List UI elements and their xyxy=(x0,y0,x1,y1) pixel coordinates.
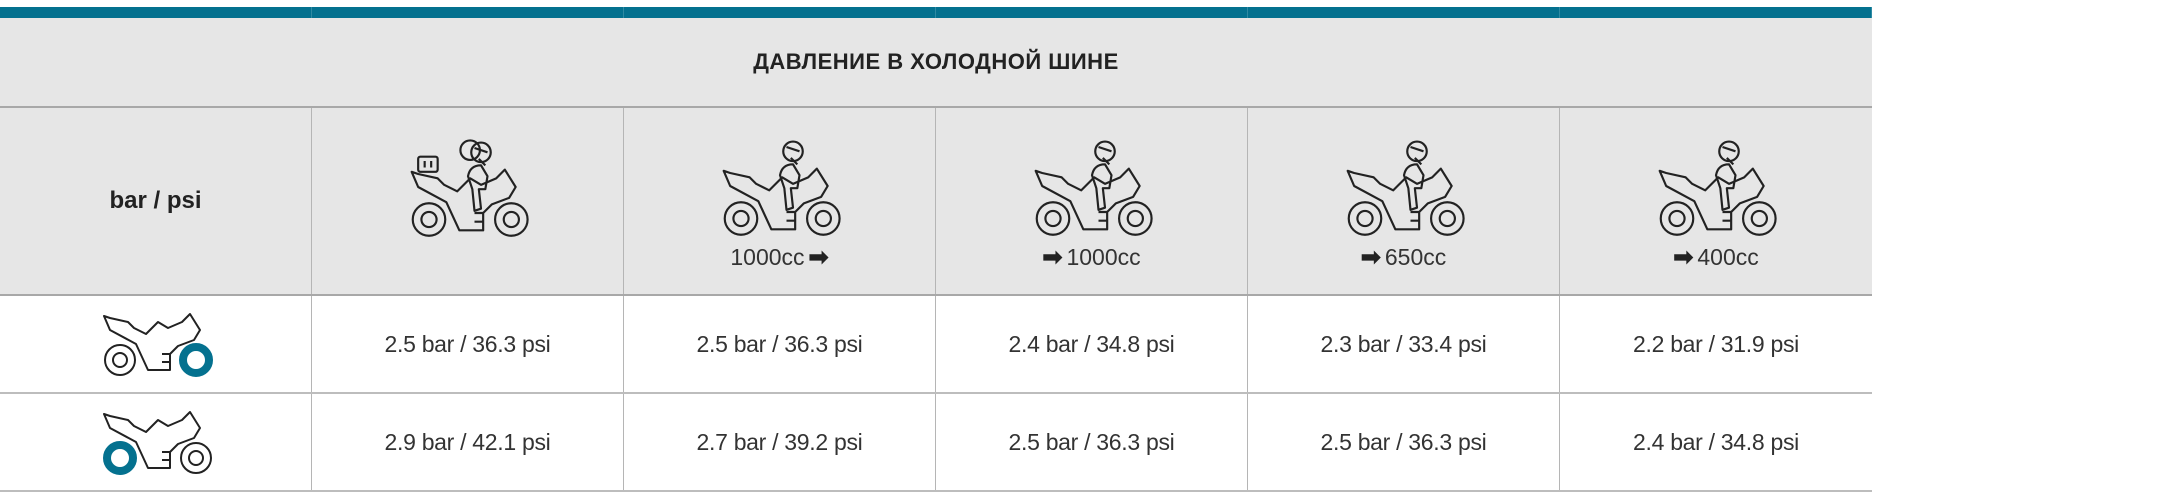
unit-label: bar / psi xyxy=(109,187,202,214)
engine-capacity-label: ➡ 400cc xyxy=(1673,243,1758,272)
rider-motorcycle-icon xyxy=(1027,131,1157,241)
unit-header: bar / psi xyxy=(0,108,312,294)
pressure-value: 2.5 bar / 36.3 psi xyxy=(1320,428,1487,455)
value-cell: 2.5 bar / 36.3 psi xyxy=(936,394,1248,490)
value-cell: 2.5 bar / 36.3 psi xyxy=(1248,394,1560,490)
header-cell: ➡ 1000cc xyxy=(936,108,1248,294)
engine-capacity-label: ➡ 1000cc xyxy=(1042,243,1140,272)
header-cell: ➡ 650cc xyxy=(1248,108,1560,294)
header-cell: 1000cc ➡ xyxy=(624,108,936,294)
pressure-value: 2.9 bar / 42.1 psi xyxy=(384,428,551,455)
engine-capacity-label: 1000cc ➡ xyxy=(730,243,828,272)
header-cell: ➡ 400cc xyxy=(1560,108,1872,294)
value-cell: 2.5 bar / 36.3 psi xyxy=(624,296,936,392)
pressure-value: 2.5 bar / 36.3 psi xyxy=(1008,428,1175,455)
engine-capacity-text: 650cc xyxy=(1384,243,1447,270)
pressure-value: 2.3 bar / 33.4 psi xyxy=(1320,330,1487,357)
pressure-value: 2.5 bar / 36.3 psi xyxy=(384,330,551,357)
value-cell: 2.9 bar / 42.1 psi xyxy=(312,394,624,490)
rider-passenger-luggage-motorcycle-icon xyxy=(403,132,533,242)
value-cell: 2.2 bar / 31.9 psi xyxy=(1560,296,1872,392)
arrow-right-icon: ➡ xyxy=(1042,243,1063,271)
tire-pressure-table: ДАВЛЕНИЕ В ХОЛОДНОЙ ШИНЕ bar / psi 1000c… xyxy=(0,7,1872,492)
pressure-value: 2.4 bar / 34.8 psi xyxy=(1633,428,1799,455)
table-title: ДАВЛЕНИЕ В ХОЛОДНОЙ ШИНЕ xyxy=(0,18,1872,108)
pressure-value: 2.2 bar / 31.9 psi xyxy=(1633,330,1799,357)
row-icon-cell xyxy=(0,394,312,490)
engine-capacity-label: ➡ 650cc xyxy=(1361,243,1446,272)
header-cell xyxy=(312,108,624,294)
front-tire-motorcycle-icon xyxy=(96,306,216,382)
rider-motorcycle-icon xyxy=(1339,131,1469,241)
pressure-value: 2.4 bar / 34.8 psi xyxy=(1008,330,1175,357)
pressure-value: 2.7 bar / 39.2 psi xyxy=(696,428,863,455)
pressure-value: 2.5 bar / 36.3 psi xyxy=(696,330,863,357)
table-row: 2.5 bar / 36.3 psi 2.5 bar / 36.3 psi 2.4 … xyxy=(0,296,1872,394)
value-cell: 2.4 bar / 34.8 psi xyxy=(1560,394,1872,490)
value-cell: 2.5 bar / 36.3 psi xyxy=(312,296,624,392)
table-row: 2.9 bar / 42.1 psi 2.7 bar / 39.2 psi 2.5 … xyxy=(0,394,1872,492)
engine-capacity-text: 1000cc xyxy=(1066,243,1141,270)
engine-capacity-text: 1000cc xyxy=(730,243,805,270)
rider-motorcycle-icon xyxy=(1651,131,1781,241)
rear-tire-motorcycle-icon xyxy=(96,404,216,480)
value-cell: 2.7 bar / 39.2 psi xyxy=(624,394,936,490)
engine-capacity-text: 400cc xyxy=(1697,243,1759,270)
arrow-right-icon: ➡ xyxy=(1360,243,1381,271)
value-cell: 2.3 bar / 33.4 psi xyxy=(1248,296,1560,392)
accent-bar xyxy=(0,7,1872,18)
arrow-right-icon: ➡ xyxy=(1673,243,1694,271)
row-icon-cell xyxy=(0,296,312,392)
rider-motorcycle-icon xyxy=(715,131,845,241)
header-row: bar / psi 1000cc ➡ ➡ 1000cc ➡ 650cc ➡ 400cc xyxy=(0,108,1872,296)
arrow-right-icon: ➡ xyxy=(808,243,829,271)
value-cell: 2.4 bar / 34.8 psi xyxy=(936,296,1248,392)
